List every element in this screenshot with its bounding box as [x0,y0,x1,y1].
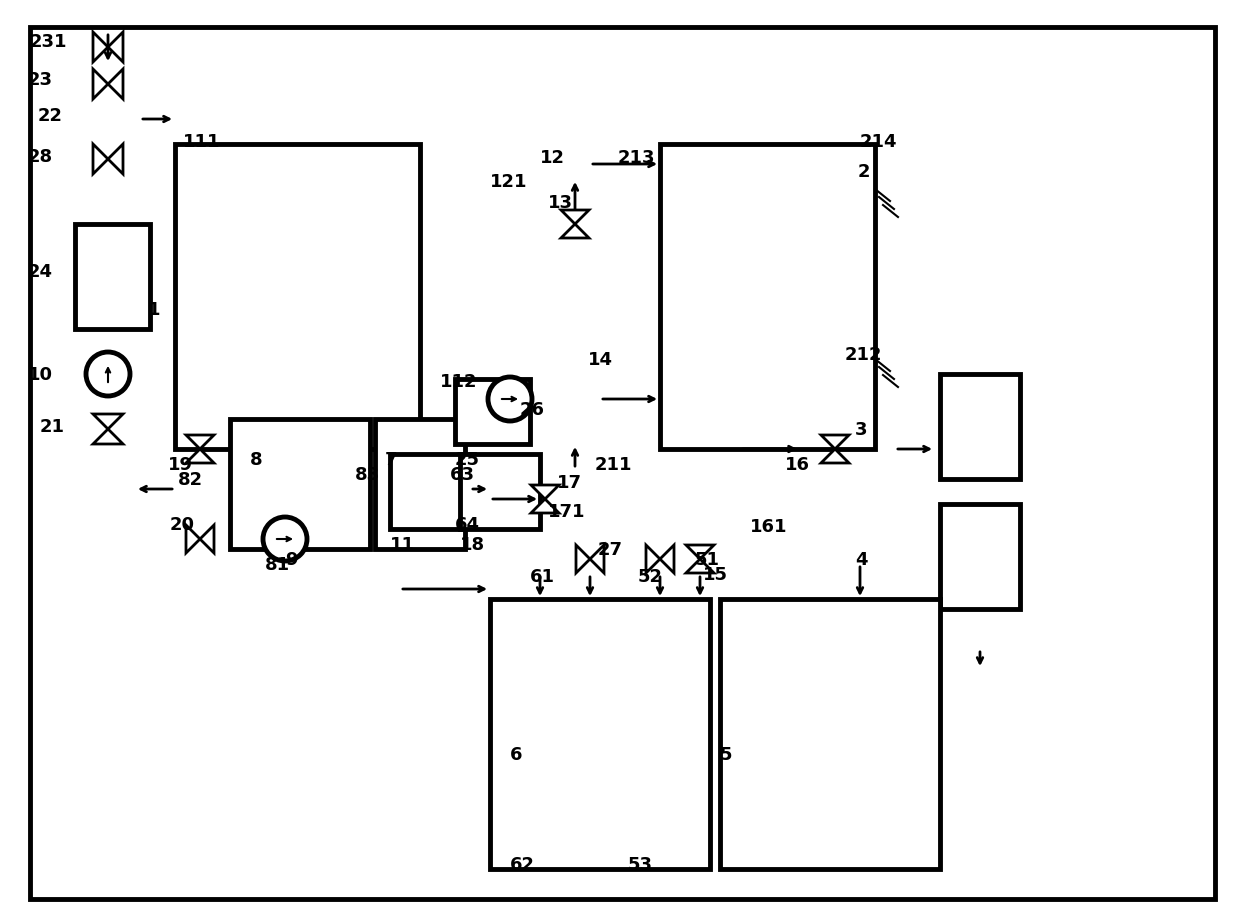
Bar [460,455,539,529]
Text: 52: 52 [639,567,663,585]
Polygon shape [646,545,660,573]
Polygon shape [186,449,215,463]
Text: 161: 161 [750,517,787,536]
Text: 24: 24 [29,263,53,280]
Text: 14: 14 [588,351,613,369]
Text: 61: 61 [529,567,556,585]
Text: 211: 211 [595,456,632,473]
Text: 62: 62 [510,855,534,873]
Polygon shape [108,145,123,175]
Polygon shape [186,436,215,449]
Text: 23: 23 [29,71,53,89]
Polygon shape [660,545,675,573]
Text: 7: 7 [384,450,398,469]
Circle shape [489,378,532,422]
Text: 4: 4 [856,550,868,568]
Text: 51: 51 [694,550,720,568]
Polygon shape [108,70,123,100]
Bar [74,225,150,330]
Text: 13: 13 [548,194,573,211]
Text: 83: 83 [355,466,381,483]
Text: 231: 231 [30,33,67,51]
Text: 11: 11 [391,536,415,553]
Text: 121: 121 [490,173,527,191]
Text: 82: 82 [179,471,203,489]
Bar [490,599,711,869]
Text: 19: 19 [167,456,193,473]
Polygon shape [93,70,108,100]
Text: 27: 27 [598,540,622,559]
Text: 16: 16 [785,456,810,473]
Bar [940,505,1021,609]
Polygon shape [590,545,604,573]
Text: 6: 6 [510,745,522,763]
Polygon shape [560,210,589,225]
Text: 214: 214 [861,133,898,151]
Text: 20: 20 [170,516,195,533]
Text: 53: 53 [627,855,653,873]
Text: 28: 28 [29,148,53,165]
Polygon shape [93,414,123,429]
Text: 26: 26 [520,401,546,418]
Circle shape [86,353,130,397]
Text: 171: 171 [548,503,585,520]
Polygon shape [200,526,215,553]
Text: 17: 17 [557,473,582,492]
Polygon shape [93,145,108,175]
Text: 81: 81 [265,555,290,573]
Polygon shape [821,449,849,463]
Text: 212: 212 [844,346,883,364]
Bar [229,420,370,550]
Text: 2: 2 [858,163,870,181]
Circle shape [263,517,308,562]
Polygon shape [686,545,714,560]
Bar [374,420,465,550]
Polygon shape [108,33,123,62]
Bar [940,375,1021,480]
Text: 64: 64 [455,516,480,533]
Polygon shape [560,225,589,239]
Bar [660,145,875,449]
Text: 12: 12 [539,149,565,167]
Bar [720,599,940,869]
Bar [175,145,420,449]
Text: 3: 3 [856,421,868,438]
Text: 15: 15 [703,565,728,584]
Polygon shape [93,33,108,62]
Polygon shape [577,545,590,573]
Text: 21: 21 [40,417,64,436]
Polygon shape [186,526,200,553]
Text: 5: 5 [720,745,733,763]
Text: 8: 8 [250,450,263,469]
Bar [455,380,529,445]
Text: 9: 9 [285,550,298,568]
Text: 18: 18 [460,536,485,553]
Text: 63: 63 [450,466,475,483]
Bar [391,455,465,529]
Polygon shape [531,485,559,499]
Polygon shape [821,436,849,449]
Text: 10: 10 [29,366,53,383]
Text: 112: 112 [440,372,477,391]
Polygon shape [686,560,714,573]
Text: 25: 25 [455,450,480,469]
Text: 1: 1 [148,301,160,319]
Text: 213: 213 [618,149,656,167]
Text: 111: 111 [184,133,221,151]
Text: 22: 22 [38,107,63,125]
Polygon shape [531,499,559,514]
Polygon shape [93,429,123,445]
